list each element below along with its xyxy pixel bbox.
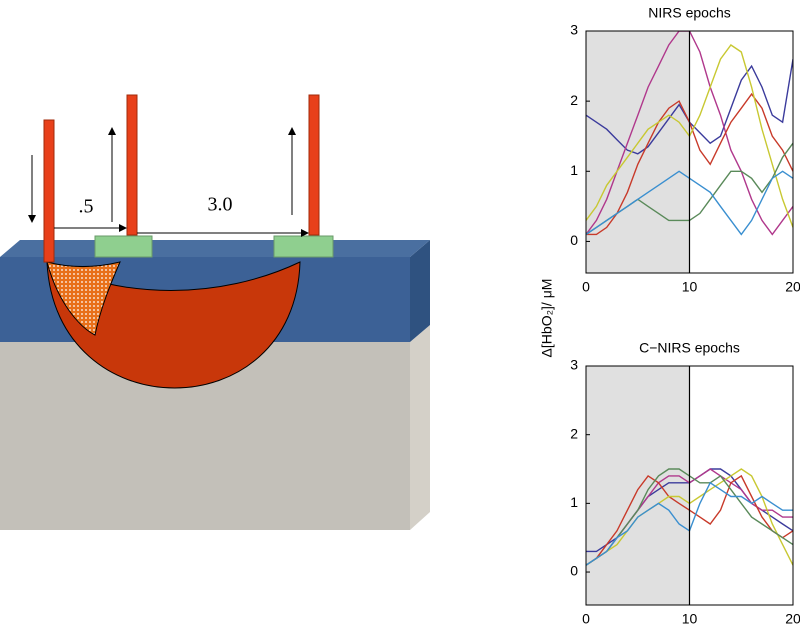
y-tick-label: 2 bbox=[570, 92, 578, 108]
detector-pad bbox=[94, 235, 153, 258]
y-axis-label: Δ[HbO₂]/ μM bbox=[539, 279, 555, 358]
distance-label: 3.0 bbox=[208, 194, 233, 216]
shaded-region bbox=[586, 31, 690, 273]
detector-probe bbox=[126, 94, 138, 236]
x-tick-label: 0 bbox=[582, 279, 590, 295]
chart-title: NIRS epochs bbox=[648, 5, 730, 21]
x-tick-label: 10 bbox=[682, 611, 698, 627]
x-tick-label: 0 bbox=[582, 611, 590, 627]
series-line bbox=[586, 31, 793, 236]
chart-title: C−NIRS epochs bbox=[639, 340, 740, 356]
y-tick-label: 3 bbox=[570, 357, 578, 373]
tissue-diagram: .5 3.0 bbox=[0, 94, 430, 530]
detector-pad bbox=[273, 235, 334, 258]
shaded-region bbox=[586, 366, 690, 605]
distance-label: .5 bbox=[79, 196, 94, 218]
y-tick-label: 1 bbox=[570, 494, 578, 510]
y-tick-label: 0 bbox=[570, 232, 578, 248]
y-tick-label: 0 bbox=[570, 563, 578, 579]
source-probe bbox=[43, 119, 55, 263]
block-side-gray bbox=[410, 325, 430, 530]
banana-shallow bbox=[46, 261, 121, 336]
x-tick-label: 20 bbox=[785, 279, 800, 295]
y-tick-label: 3 bbox=[570, 22, 578, 38]
block-side-blue bbox=[410, 240, 430, 342]
banana-deep bbox=[46, 261, 301, 389]
x-tick-label: 10 bbox=[682, 279, 698, 295]
y-tick-label: 2 bbox=[570, 425, 578, 441]
block-top bbox=[0, 240, 430, 257]
y-tick-label: 1 bbox=[570, 162, 578, 178]
detector-probe bbox=[308, 94, 320, 236]
x-tick-label: 20 bbox=[785, 611, 800, 627]
